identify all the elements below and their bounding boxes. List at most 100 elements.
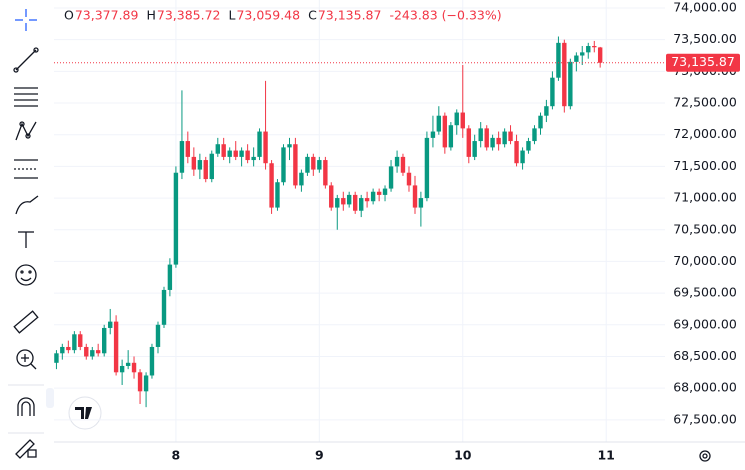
candle-body bbox=[418, 198, 424, 208]
candle-body bbox=[185, 141, 191, 157]
ohlc-label: C bbox=[308, 8, 317, 23]
candle-body bbox=[179, 141, 185, 173]
pattern-tool[interactable] bbox=[15, 121, 37, 141]
candle-body bbox=[412, 185, 418, 208]
candle-body bbox=[137, 372, 143, 392]
candle-body bbox=[436, 115, 442, 132]
candle-body bbox=[544, 106, 549, 116]
ohlc-value: 73,377.89 bbox=[75, 8, 139, 23]
text-tool[interactable] bbox=[18, 231, 34, 248]
candle-body bbox=[131, 362, 137, 373]
candle-body bbox=[90, 350, 95, 357]
ruler-tool[interactable] bbox=[13, 310, 39, 334]
ohlc-label: O bbox=[64, 8, 74, 23]
candle-body bbox=[60, 346, 65, 354]
candle-body bbox=[568, 61, 573, 107]
candle-body bbox=[221, 144, 226, 157]
candle-body bbox=[95, 350, 101, 354]
logo bbox=[68, 396, 102, 430]
ohlc-value: 73,059.48 bbox=[236, 8, 300, 23]
candle-body bbox=[66, 346, 71, 351]
y-tick-label: 70,000.00 bbox=[673, 253, 737, 268]
candle-body bbox=[281, 147, 286, 183]
candle-body bbox=[155, 324, 161, 347]
y-tick-label: 74,000.00 bbox=[673, 0, 737, 15]
y-tick-label: 67,500.00 bbox=[673, 411, 737, 426]
candle-body bbox=[466, 128, 471, 157]
y-tick-label: 71,500.00 bbox=[673, 158, 737, 173]
candle-body bbox=[424, 137, 430, 199]
y-tick-label: 71,000.00 bbox=[673, 190, 737, 205]
y-tick-label: 73,500.00 bbox=[673, 31, 737, 46]
candle-body bbox=[592, 46, 597, 48]
candle-body bbox=[263, 131, 268, 164]
candle-body bbox=[352, 194, 358, 211]
candle-body bbox=[520, 150, 525, 164]
forecast-tool[interactable] bbox=[14, 159, 38, 179]
candle-body bbox=[323, 160, 328, 186]
magnet-tool[interactable] bbox=[17, 397, 35, 416]
candle-body bbox=[538, 115, 543, 129]
candle-body bbox=[388, 166, 394, 189]
candle-body bbox=[359, 198, 364, 211]
candle-body bbox=[490, 137, 495, 148]
candle-body bbox=[203, 160, 208, 180]
candle-body bbox=[597, 47, 603, 63]
y-tick-label: 68,000.00 bbox=[673, 380, 737, 395]
y-tick-label: 72,500.00 bbox=[673, 95, 737, 110]
fib-tool[interactable] bbox=[14, 87, 38, 107]
candle-body bbox=[329, 185, 334, 208]
candle-body bbox=[72, 334, 77, 351]
candle-body bbox=[215, 144, 220, 154]
candle-body bbox=[251, 156, 256, 161]
candle-body bbox=[502, 131, 507, 145]
ohlc-change: -243.83 (−0.33%) bbox=[389, 8, 501, 23]
candle-body bbox=[245, 150, 250, 161]
candle-body bbox=[108, 321, 113, 328]
candle-body bbox=[311, 156, 316, 170]
candle-body bbox=[335, 198, 340, 208]
candle-body bbox=[101, 327, 107, 354]
candle-body bbox=[125, 362, 131, 366]
candle-body bbox=[364, 198, 370, 202]
x-tick-label: 9 bbox=[315, 448, 324, 463]
candle-body bbox=[514, 141, 519, 164]
candle-body bbox=[526, 141, 531, 151]
candle-body bbox=[580, 52, 585, 56]
settings-button[interactable] bbox=[699, 450, 711, 462]
candle-body bbox=[227, 150, 232, 157]
candle-body bbox=[454, 112, 459, 126]
lock-drawing-tool[interactable] bbox=[15, 439, 37, 459]
trendline-tool[interactable] bbox=[13, 47, 39, 73]
candle-body bbox=[84, 346, 89, 357]
candle-body bbox=[287, 144, 292, 148]
candle-body bbox=[448, 125, 454, 148]
candle-body bbox=[574, 55, 579, 62]
candle-body bbox=[562, 42, 567, 107]
y-tick-label: 72,000.00 bbox=[673, 126, 737, 141]
logo-mark bbox=[75, 407, 92, 419]
ohlc-label: L bbox=[229, 8, 236, 23]
candle-body bbox=[78, 334, 83, 347]
y-tick-label: 68,500.00 bbox=[673, 348, 737, 363]
candle-body bbox=[341, 198, 346, 205]
candle-body bbox=[508, 131, 513, 142]
last-price-label: 73,135.87 bbox=[671, 54, 735, 69]
emoji-tool[interactable] bbox=[15, 264, 37, 286]
collapse-toolbar-button[interactable] bbox=[46, 388, 54, 408]
candle-body bbox=[161, 289, 167, 325]
ohlc-label: H bbox=[146, 8, 155, 23]
x-tick-label: 11 bbox=[597, 448, 614, 463]
candle-body bbox=[376, 191, 382, 195]
candle-body bbox=[173, 172, 179, 265]
candle-body bbox=[406, 172, 412, 186]
candle-body bbox=[556, 42, 561, 78]
crosshair-tool[interactable] bbox=[15, 9, 37, 31]
candle-body bbox=[197, 160, 203, 170]
y-tick-label: 70,500.00 bbox=[673, 221, 737, 236]
zoom-tool[interactable] bbox=[16, 349, 37, 370]
candle-body bbox=[209, 153, 214, 180]
candle-body bbox=[484, 128, 489, 148]
brush-tool[interactable] bbox=[15, 195, 39, 215]
